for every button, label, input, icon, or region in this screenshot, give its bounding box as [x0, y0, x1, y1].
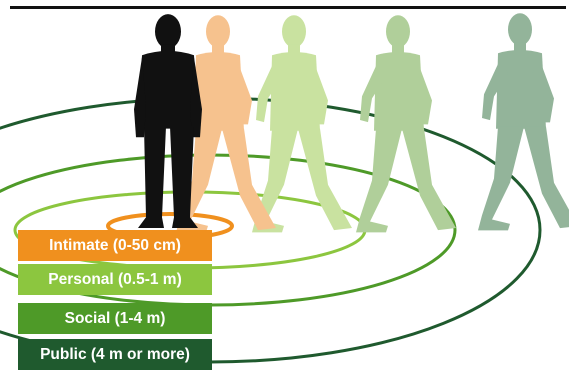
person-green — [356, 15, 456, 233]
top-rule — [10, 6, 566, 9]
person-grey-green — [478, 13, 569, 231]
zone-label-public: Public (4 m or more) — [18, 339, 212, 370]
zone-label-personal: Personal (0.5-1 m) — [18, 264, 212, 295]
zone-label-intimate: Intimate (0-50 cm) — [18, 230, 212, 261]
zone-label-social: Social (1-4 m) — [18, 303, 212, 334]
